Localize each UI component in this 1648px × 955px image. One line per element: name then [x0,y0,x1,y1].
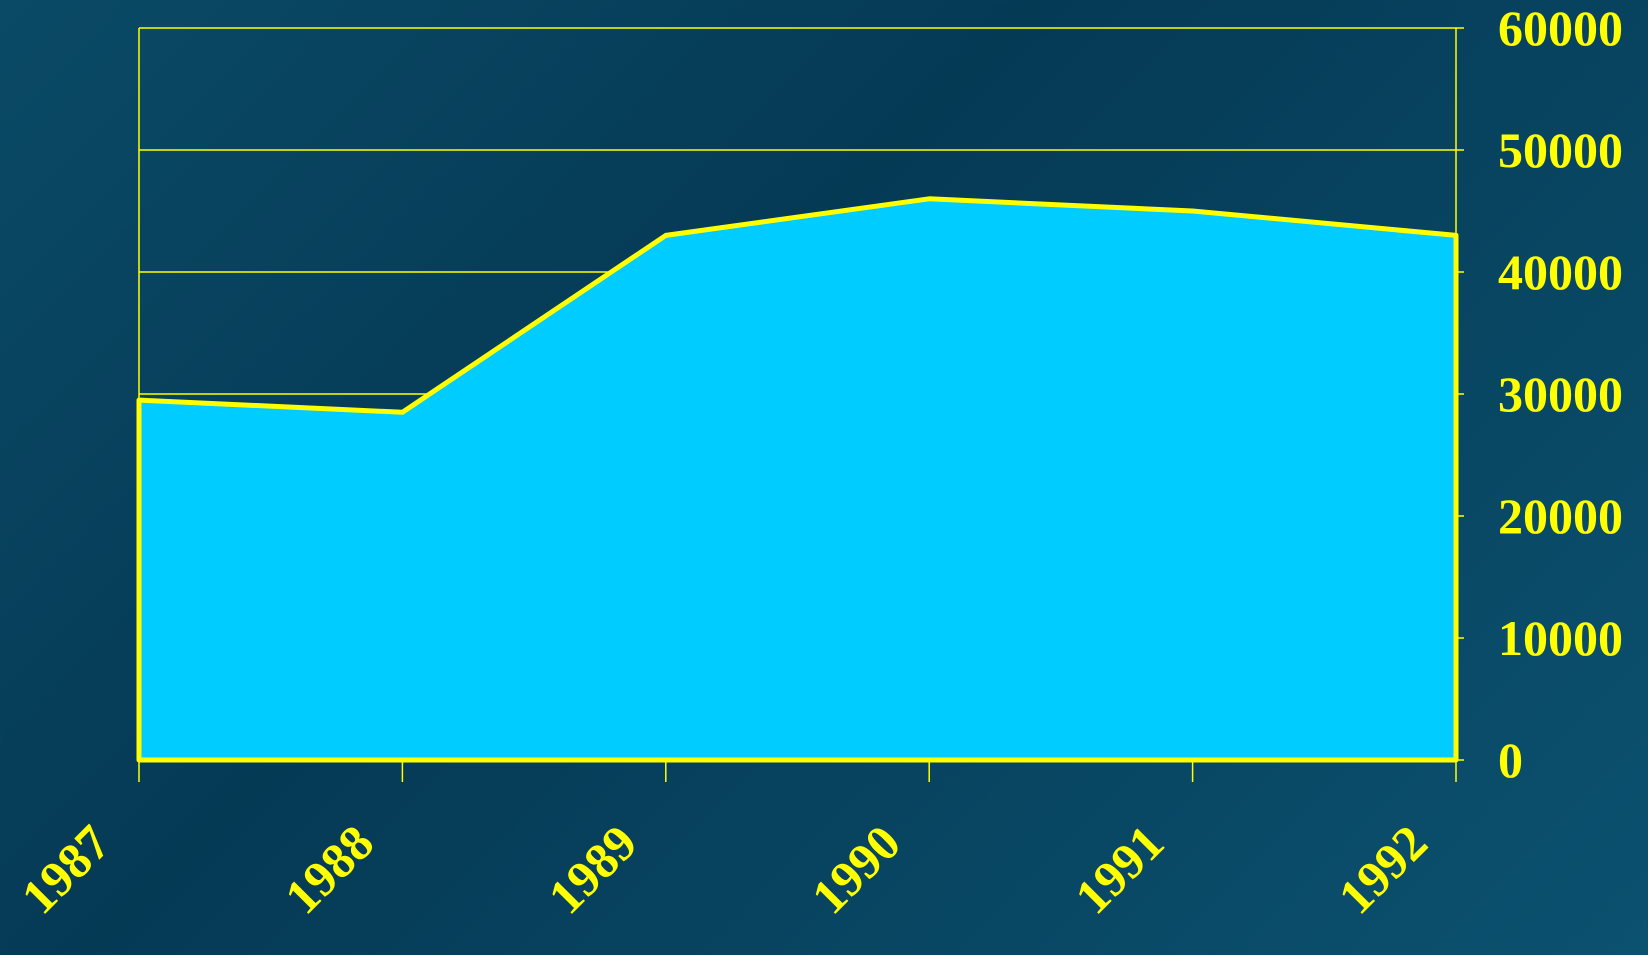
x-tick-label: 1987 [10,814,120,924]
y-tick-label: 10000 [1498,610,1623,666]
area [136,196,1459,763]
y-tick-label: 30000 [1498,366,1623,422]
y-tick-label: 20000 [1498,488,1623,544]
y-tick-label: 0 [1498,732,1523,788]
y-tick-label: 40000 [1498,244,1623,300]
x-tick-label: 1991 [1064,814,1174,924]
x-tick-label: 1989 [537,814,647,924]
x-tick-label: 1992 [1327,814,1437,924]
y-tick-label: 60000 [1498,0,1623,56]
y-tick-label: 50000 [1498,122,1623,178]
x-tick-label: 1988 [274,814,384,924]
x-tick-label: 1990 [801,814,911,924]
